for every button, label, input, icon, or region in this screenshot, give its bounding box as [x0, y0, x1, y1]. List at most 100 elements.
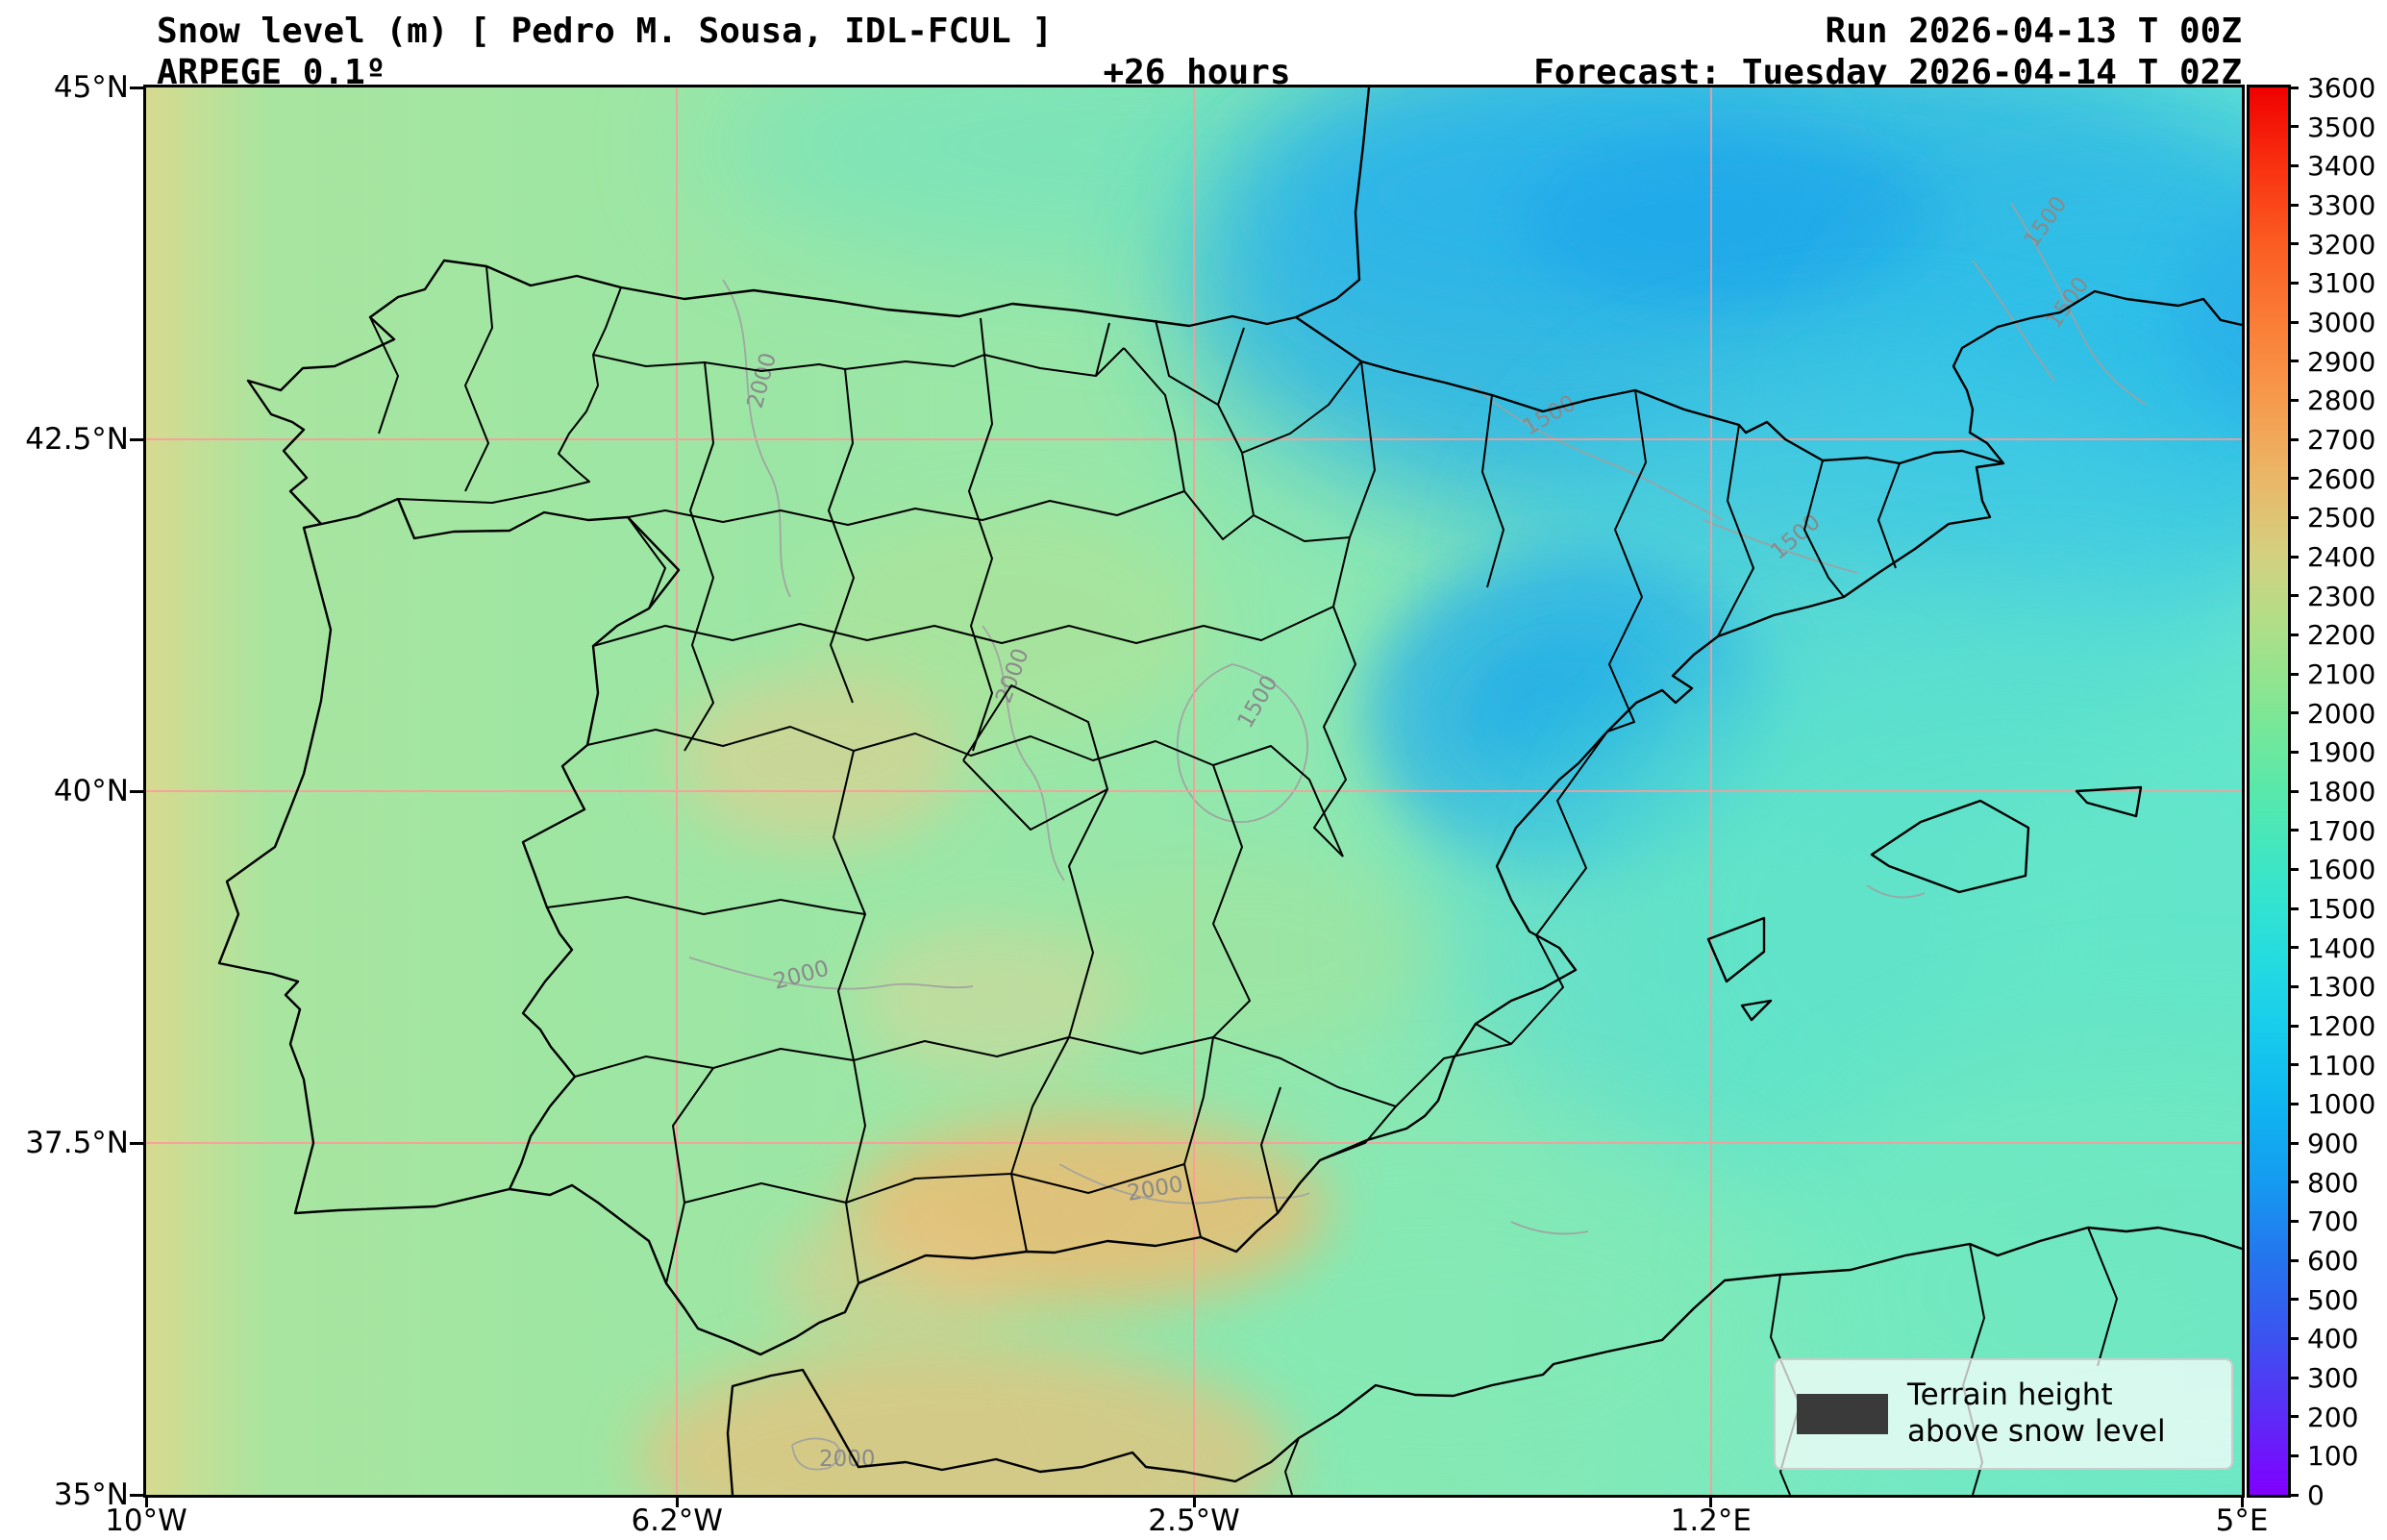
colorbar-tick-mark [2288, 555, 2299, 559]
x-tick-label: 10°W [105, 1503, 187, 1538]
colorbar-tick-label: 2700 [2307, 424, 2376, 456]
colorbar-tick-label: 1900 [2307, 736, 2376, 769]
colorbar-tick-label: 1500 [2307, 893, 2376, 925]
colorbar-tick-label: 100 [2307, 1440, 2359, 1473]
colorbar-tick-label: 2900 [2307, 345, 2376, 378]
colorbar-tick-mark [2288, 711, 2299, 715]
x-tick-mark [144, 1495, 148, 1507]
field-blobs [636, 87, 2242, 1495]
colorbar-tick-label: 800 [2307, 1166, 2359, 1199]
coastlines-and-borders [217, 87, 2242, 1495]
colorbar-tick-mark [2288, 515, 2299, 519]
y-tick-mark [130, 86, 143, 89]
balearic-islands [1706, 785, 2143, 1022]
colorbar-tick-mark [2288, 437, 2299, 441]
colorbar-tick-mark [2288, 984, 2299, 988]
colorbar-tick-label: 300 [2307, 1362, 2359, 1394]
legend-box: Terrain height above snow level [1774, 1358, 2233, 1470]
colorbar-tick-label: 0 [2307, 1479, 2325, 1511]
colorbar-tick-label: 3600 [2307, 72, 2376, 104]
colorbar-tick-mark [2288, 1063, 2299, 1067]
y-tick-label: 45°N [53, 70, 129, 105]
colorbar-tick-label: 2100 [2307, 658, 2376, 690]
colorbar-tick-mark [2288, 1219, 2299, 1223]
colorbar-tick-label: 900 [2307, 1128, 2359, 1159]
colorbar-tick-mark [2288, 1453, 2299, 1457]
colorbar-tick-label: 2600 [2307, 462, 2376, 495]
colorbar-tick-label: 1800 [2307, 776, 2376, 807]
contour-label: 2000 [819, 1447, 876, 1472]
colorbar-tick-mark [2288, 320, 2299, 324]
colorbar-tick-label: 700 [2307, 1205, 2359, 1238]
y-tick-label: 40°N [53, 774, 129, 808]
y-tick-label: 35°N [53, 1478, 129, 1512]
snow-level-map: 2000 1500 1500 1500 1500 1500 2000 2000 … [146, 87, 2242, 1495]
colorbar-tick-label: 1100 [2307, 1049, 2376, 1081]
colorbar-tick-label: 3300 [2307, 189, 2376, 221]
colorbar-tick-mark [2288, 398, 2299, 402]
colorbar-tick-label: 3000 [2307, 307, 2376, 338]
colorbar-tick-label: 2400 [2307, 541, 2376, 573]
terrain-swatch [1797, 1394, 1888, 1434]
colorbar-tick-mark [2288, 829, 2299, 832]
colorbar-tick-mark [2288, 477, 2299, 481]
colorbar-tick-mark [2288, 1376, 2299, 1379]
colorbar-tick-label: 1400 [2307, 931, 2376, 964]
colorbar-tick-mark [2288, 163, 2299, 167]
colorbar-tick-mark [2288, 1258, 2299, 1262]
colorbar-tick-mark [2288, 1298, 2299, 1302]
colorbar-tick-mark [2288, 867, 2299, 871]
colorbar-tick-mark [2288, 633, 2299, 636]
colorbar-tick-mark [2288, 789, 2299, 793]
x-tick-label: 2.5°W [1148, 1503, 1240, 1538]
colorbar-tick-label: 2500 [2307, 502, 2376, 534]
x-tick-mark [1709, 1495, 1713, 1507]
colorbar-tick-label: 3100 [2307, 267, 2376, 300]
legend-line-1: Terrain height [1907, 1378, 2113, 1413]
colorbar-tick-mark [2288, 1102, 2299, 1105]
x-tick-mark [2240, 1495, 2244, 1507]
colorbar-tick-label: 2300 [2307, 580, 2376, 612]
y-tick-mark [130, 437, 143, 441]
y-tick-mark [130, 789, 143, 793]
x-tick-label: 6.2°W [631, 1503, 723, 1538]
colorbar-tick-label: 1200 [2307, 1010, 2376, 1042]
colorbar-tick-mark [2288, 86, 2299, 89]
y-tick-label: 42.5°N [25, 422, 129, 457]
y-tick-mark [130, 1493, 143, 1497]
colorbar-tick-mark [2288, 125, 2299, 129]
x-tick-mark [1192, 1495, 1196, 1507]
colorbar-tick-mark [2288, 750, 2299, 754]
colorbar-tick-mark [2288, 1415, 2299, 1419]
run-label: Run 2026-04-13 T 00Z [1825, 12, 2242, 51]
colorbar-tick-label: 1000 [2307, 1088, 2376, 1121]
colorbar-tick-label: 600 [2307, 1245, 2359, 1277]
page-title: Snow level (m) [ Pedro M. Sousa, IDL-FCU… [157, 12, 1053, 51]
colorbar-tick-label: 2200 [2307, 619, 2376, 652]
colorbar [2247, 85, 2291, 1498]
colorbar-tick-mark [2288, 1493, 2299, 1497]
colorbar-tick-mark [2288, 946, 2299, 950]
colorbar-tick-mark [2288, 1180, 2299, 1184]
x-tick-label: 5°E [2215, 1503, 2269, 1538]
portugal-spain-border [303, 497, 681, 1190]
colorbar-tick-label: 1300 [2307, 971, 2376, 1004]
y-tick-mark [130, 1141, 143, 1145]
colorbar-tick-label: 3200 [2307, 228, 2376, 261]
africa-coastline [726, 1226, 2242, 1495]
legend-line-2: above snow level [1907, 1414, 2166, 1449]
x-tick-mark [675, 1495, 679, 1507]
colorbar-tick-label: 400 [2307, 1323, 2359, 1355]
colorbar-tick-mark [2288, 281, 2299, 285]
colorbar-tick-mark [2288, 907, 2299, 910]
map-plot-area: 2000 1500 1500 1500 1500 1500 2000 2000 … [143, 85, 2245, 1498]
colorbar-tick-label: 1700 [2307, 814, 2376, 847]
colorbar-tick-mark [2288, 672, 2299, 676]
colorbar-tick-label: 2800 [2307, 385, 2376, 417]
colorbar-tick-label: 3500 [2307, 111, 2376, 143]
colorbar-tick-label: 2000 [2307, 697, 2376, 730]
colorbar-tick-label: 200 [2307, 1401, 2359, 1433]
colorbar-tick-mark [2288, 1141, 2299, 1145]
x-tick-label: 1.2°E [1670, 1503, 1752, 1538]
colorbar-tick-mark [2288, 594, 2299, 598]
